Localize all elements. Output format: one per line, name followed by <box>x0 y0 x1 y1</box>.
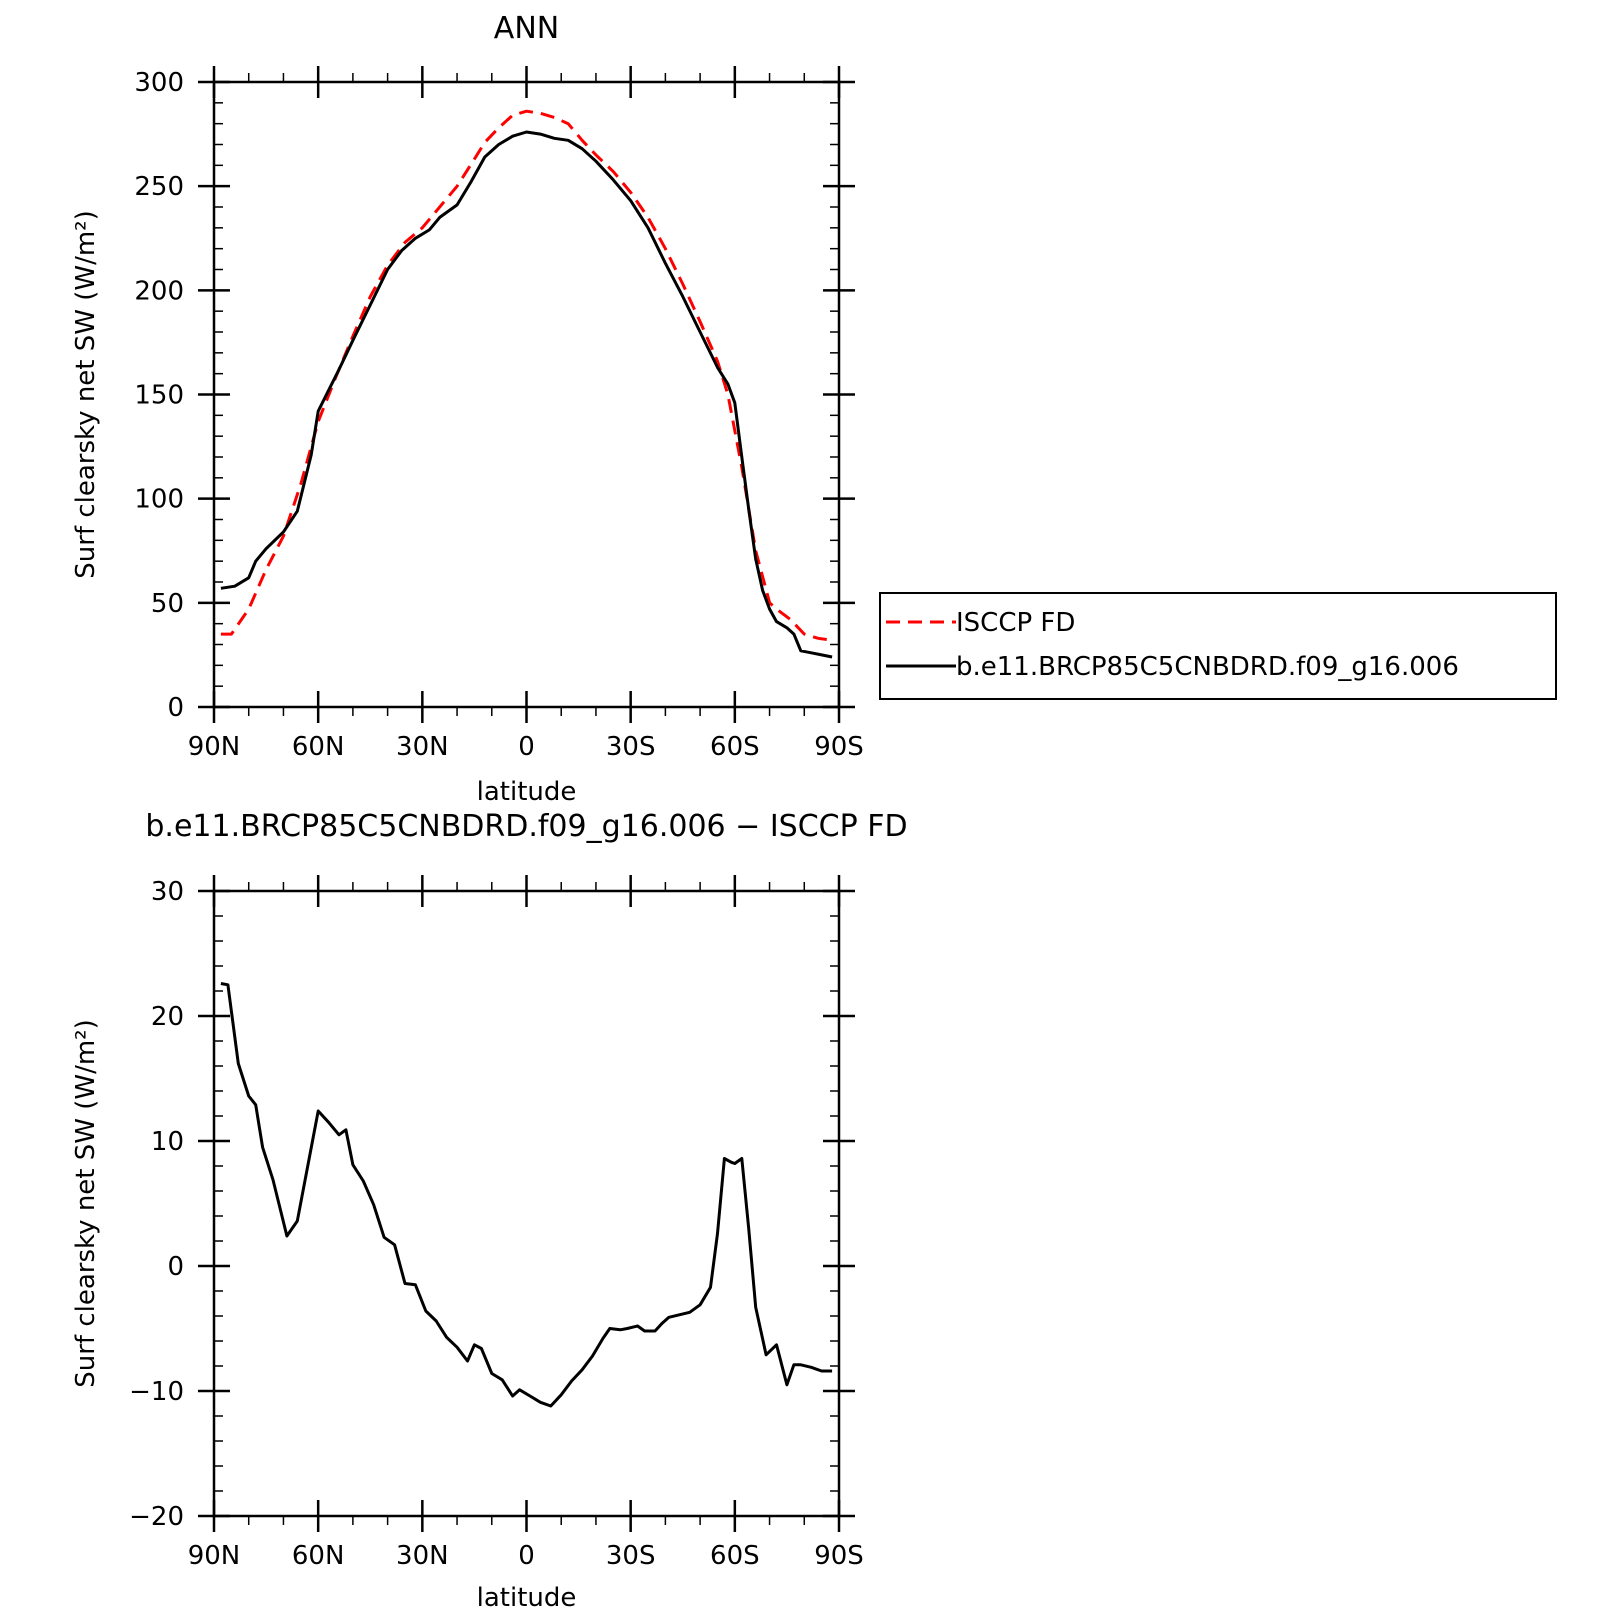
x-tick-label: 0 <box>518 732 535 762</box>
x-tick-label: 60S <box>710 732 760 762</box>
legend-box <box>879 592 1557 700</box>
plot-title: ANN <box>494 11 559 46</box>
series-line-2 <box>220 130 833 659</box>
y-tick-label: 300 <box>134 68 184 98</box>
y-axis-title: Surf clearsky net SW (W/m²) <box>71 210 101 578</box>
y-axis-title: Surf clearsky net SW (W/m²) <box>71 1019 101 1387</box>
y-tick-label: 50 <box>151 589 184 619</box>
legend: ISCCP FD b.e11.BRCP85C5CNBDRD.f09_g16.006 <box>879 592 1557 700</box>
y-tick-label: 200 <box>134 276 184 306</box>
y-tick-label: 30 <box>151 877 184 907</box>
y-tick-label: 150 <box>134 381 184 411</box>
x-axis-title: latitude <box>477 777 577 807</box>
y-tick-label: −20 <box>129 1502 184 1532</box>
chart-panel-1: 0 50 100 150 200 250 300 90N 60N 30N 0 30S 60S 90S ANN… <box>71 11 1557 807</box>
plot-frame <box>212 80 841 709</box>
x-tick-label: 30S <box>606 732 656 762</box>
x-tick-label: 0 <box>518 1541 535 1571</box>
series-line-1 <box>220 109 833 642</box>
series-line-1 <box>220 982 833 1408</box>
y-tick-label: 0 <box>167 693 184 723</box>
legend-label-1: ISCCP FD <box>956 608 1075 638</box>
x-tick-label: 90S <box>814 732 864 762</box>
plot-title: b.e11.BRCP85C5CNBDRD.f09_g16.006 − ISCCP… <box>145 809 907 844</box>
x-tick-label: 60N <box>292 1541 345 1571</box>
x-tick-label: 90S <box>814 1541 864 1571</box>
x-tick-label: 30N <box>396 732 449 762</box>
y-tick-label: 250 <box>134 172 184 202</box>
y-tick-label: 20 <box>151 1002 184 1032</box>
x-tick-label: 90N <box>188 1541 241 1571</box>
x-tick-label: 30S <box>606 1541 656 1571</box>
chart-panel-2: −20 −10 0 10 20 30 90N 60N 30N 0 30S 60S 90S b.e11.BR… <box>71 809 908 1608</box>
x-tick-label: 30N <box>396 1541 449 1571</box>
x-tick-label: 60N <box>292 732 345 762</box>
x-tick-label: 90N <box>188 732 241 762</box>
x-axis-title: latitude <box>477 1583 577 1608</box>
y-tick-label: 10 <box>151 1127 184 1157</box>
y-tick-label: −10 <box>129 1377 184 1407</box>
y-tick-label: 0 <box>167 1252 184 1282</box>
x-tick-label: 60S <box>710 1541 760 1571</box>
legend-label-2: b.e11.BRCP85C5CNBDRD.f09_g16.006 <box>956 652 1459 682</box>
y-tick-label: 100 <box>134 485 184 515</box>
